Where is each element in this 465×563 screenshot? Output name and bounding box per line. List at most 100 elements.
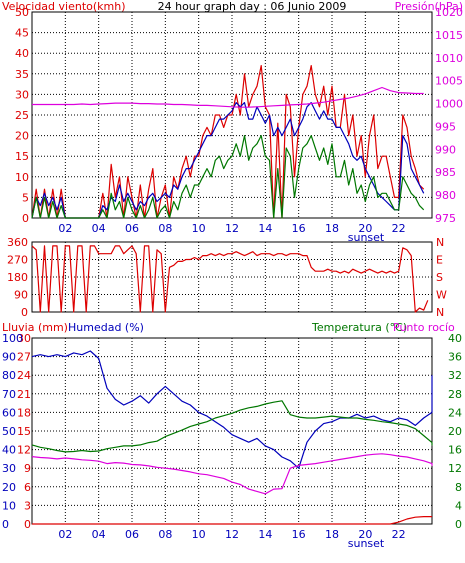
punto-roc-o-series-line xyxy=(31,453,433,495)
wind-direction-degree-label: 360 xyxy=(7,236,28,249)
wind-speed-tick-label: 35 xyxy=(15,68,29,81)
x-tick-label: 22 xyxy=(392,528,406,541)
wind-speed-tick-label: 40 xyxy=(15,47,29,60)
temperature-tick-label: 28 xyxy=(448,388,462,401)
rain-tick-label: 15 xyxy=(17,425,31,438)
rain-tick-label: 24 xyxy=(17,369,31,382)
x-tick-label: 12 xyxy=(225,222,239,235)
rain-humidity-temp-x-tick-labels: 02 04 06 08 10 12 14 16 18 20 22 xyxy=(58,528,405,541)
temperature-tick-label: 32 xyxy=(448,369,462,382)
wind-direction-grid xyxy=(32,242,432,312)
x-tick-label: 16 xyxy=(292,528,306,541)
wind-speed-tick-labels: 0 5 10 15 20 25 30 35 40 45 50 xyxy=(15,6,29,225)
x-tick-label: 14 xyxy=(258,222,272,235)
pressure-tick-label: 1010 xyxy=(435,52,463,65)
rain-tick-label: 6 xyxy=(24,481,31,494)
rain-tick-label: 21 xyxy=(17,388,31,401)
wind-pressure-series xyxy=(31,64,425,219)
x-tick-label: 20 xyxy=(358,222,372,235)
wind-direction-compass-label: S xyxy=(436,271,443,284)
wind-direction-degree-labels: 0 90 180 270 360 xyxy=(7,236,28,319)
wind-speed-axis-label: Velocidad viento(kmh) xyxy=(2,0,126,13)
temperature-tick-label: 24 xyxy=(448,406,462,419)
x-tick-label: 10 xyxy=(192,528,206,541)
wind-direction-degree-label: 90 xyxy=(14,289,28,302)
wind-direction-compass-label: N xyxy=(436,306,444,319)
x-tick-label: 12 xyxy=(225,528,239,541)
wind-pressure-x-tick-labels: 02 04 06 08 10 12 14 16 18 20 22 xyxy=(58,222,405,235)
humidity-tick-label: 70 xyxy=(2,388,16,401)
x-tick-label: 02 xyxy=(58,528,72,541)
pressure-tick-label: 990 xyxy=(435,143,456,156)
wind-direction-compass-label: N xyxy=(436,236,444,249)
x-tick-label: 04 xyxy=(92,222,106,235)
x-tick-label: 10 xyxy=(192,222,206,235)
humidity-tick-label: 20 xyxy=(2,481,16,494)
wind-direction-degree-label: 270 xyxy=(7,254,28,267)
wind-speed-tick-label: 45 xyxy=(15,27,29,40)
pressure-axis-label: Presión(hPa) xyxy=(395,0,463,13)
pressure-tick-label: 985 xyxy=(435,166,456,179)
humidity-tick-label: 0 xyxy=(2,518,9,531)
wind-speed-tick-label: 30 xyxy=(15,88,29,101)
pressure-tick-label: 975 xyxy=(435,212,456,225)
temperature-tick-label: 36 xyxy=(448,351,462,364)
dew-point-axis-label: Punto rocío xyxy=(393,321,455,334)
humedad--series-line xyxy=(31,350,433,469)
x-tick-label: 14 xyxy=(258,528,272,541)
pressure-tick-labels: 975 980 985 990 995 1000 1005 1010 1015 1020 xyxy=(435,6,463,225)
x-tick-label: 20 xyxy=(358,528,372,541)
wind-direction-compass-label: E xyxy=(436,254,443,267)
wind-direction-series xyxy=(31,245,429,313)
rain-axis-label: Lluvia (mm) xyxy=(2,321,68,334)
rain-tick-labels: 0 3 6 9 12 15 18 21 24 27 30 xyxy=(17,332,31,531)
x-tick-label: 18 xyxy=(325,222,339,235)
humidity-tick-labels: 0 10 20 30 40 50 60 70 80 90 100 xyxy=(2,332,23,531)
humidity-tick-label: 30 xyxy=(2,462,16,475)
rain-tick-label: 27 xyxy=(17,351,31,364)
temperature-tick-labels: 0 4 8 12 16 20 24 28 32 36 40 xyxy=(448,332,462,531)
x-tick-label: 08 xyxy=(158,528,172,541)
x-tick-label: 16 xyxy=(292,222,306,235)
temperature-tick-label: 12 xyxy=(448,462,462,475)
humidity-tick-label: 90 xyxy=(2,351,16,364)
humidity-tick-label: 10 xyxy=(2,499,16,512)
wind-speed-tick-label: 0 xyxy=(22,212,29,225)
rain-tick-label: 30 xyxy=(17,332,31,345)
temperature-tick-label: 40 xyxy=(448,332,462,345)
pressure-tick-label: 1000 xyxy=(435,98,463,111)
humidity-tick-label: 80 xyxy=(2,369,16,382)
x-tick-label: 22 xyxy=(392,222,406,235)
humidity-tick-label: 40 xyxy=(2,444,16,457)
green-series-line xyxy=(31,135,425,219)
pressure-tick-label: 1005 xyxy=(435,75,463,88)
wind-speed-tick-label: 20 xyxy=(15,130,29,143)
pressure-tick-label: 980 xyxy=(435,189,456,202)
rain-tick-label: 3 xyxy=(24,499,31,512)
lluvia-mm--series-line xyxy=(32,515,432,525)
humidity-tick-label: 60 xyxy=(2,406,16,419)
chart-title: 24 hour graph day : 06 Junio 2009 xyxy=(158,0,347,13)
sunset-annotation: sunset xyxy=(348,231,385,244)
rain-tick-label: 18 xyxy=(17,406,31,419)
x-tick-label: 02 xyxy=(58,222,72,235)
x-tick-label: 04 xyxy=(92,528,106,541)
rain-tick-label: 0 xyxy=(24,518,31,531)
temperature-tick-label: 20 xyxy=(448,425,462,438)
magenta-series-line xyxy=(32,86,424,108)
temperature-tick-label: 8 xyxy=(455,481,462,494)
wind-speed-tick-label: 10 xyxy=(15,171,29,184)
rain-humidity-temp-series xyxy=(31,350,433,525)
temperature-axis-label: Temperatura (°C) xyxy=(311,321,407,334)
humidity-tick-label: 50 xyxy=(2,425,16,438)
humidity-tick-label: 100 xyxy=(2,332,23,345)
x-tick-label: 06 xyxy=(125,222,139,235)
red-series-line xyxy=(31,245,429,313)
rain-humidity-temp-grid xyxy=(32,338,432,524)
